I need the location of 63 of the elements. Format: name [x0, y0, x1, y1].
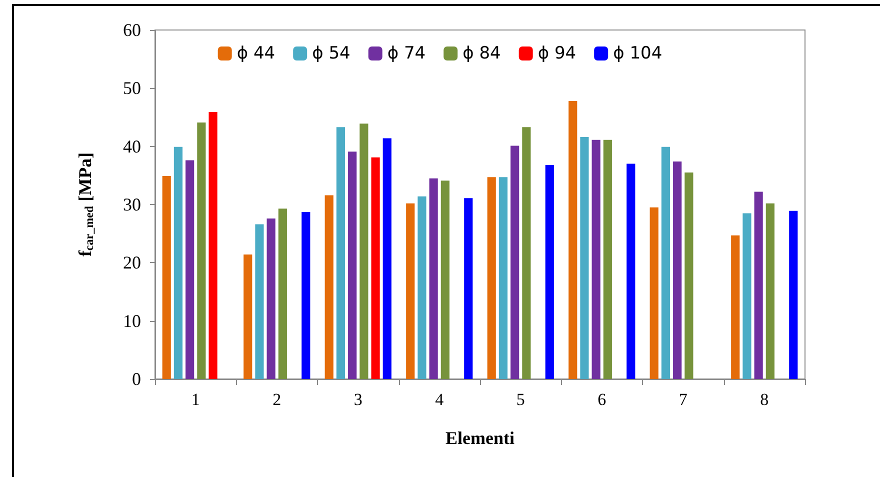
- bar: [766, 203, 774, 379]
- y-tick-label: 0: [132, 369, 141, 389]
- legend-label: ϕ 84: [462, 44, 501, 64]
- bar: [197, 122, 206, 379]
- y-axis-title: fcar_med [MPa]: [75, 152, 96, 257]
- x-tick-label: 3: [354, 390, 362, 409]
- bar: [754, 192, 763, 379]
- y-tick-label: 30: [123, 194, 141, 214]
- legend-label: ϕ 104: [613, 44, 662, 64]
- bar: [522, 127, 531, 379]
- x-tick-label: 4: [435, 390, 444, 409]
- x-tick-label: 8: [760, 390, 769, 409]
- bar: [742, 213, 752, 379]
- x-tick-label: 1: [191, 390, 200, 409]
- bar: [382, 138, 392, 379]
- bar: [731, 235, 740, 379]
- bar: [186, 160, 194, 379]
- x-axis-title: Elementi: [446, 428, 514, 448]
- legend-label: ϕ 74: [387, 44, 426, 64]
- bar: [592, 140, 600, 379]
- legend-label: ϕ 44: [236, 44, 276, 64]
- bar: [244, 254, 252, 379]
- bar: [580, 137, 589, 379]
- bar: [348, 152, 357, 379]
- bar: [440, 180, 450, 379]
- bar: [464, 198, 473, 379]
- y-tick-label: 50: [123, 78, 141, 98]
- bar: [789, 210, 798, 379]
- bar: [684, 172, 694, 379]
- bar: [545, 164, 554, 379]
- bar: [498, 177, 508, 379]
- bar: [371, 157, 380, 379]
- bar: [302, 212, 310, 379]
- bar: [673, 161, 682, 379]
- x-tick-label: 6: [598, 390, 606, 409]
- bar: [324, 195, 334, 379]
- x-tick-label: 2: [272, 390, 282, 409]
- bar: [650, 207, 658, 379]
- bar: [406, 203, 415, 379]
- bar: [626, 164, 636, 379]
- bar: [162, 176, 171, 379]
- bar: [661, 146, 670, 379]
- bar: [510, 146, 520, 379]
- bar: [255, 224, 264, 379]
- bar: [174, 146, 183, 379]
- x-tick-label: 7: [678, 390, 688, 409]
- y-tick-label: 60: [123, 20, 141, 40]
- bar: [266, 218, 276, 379]
- bar: [336, 127, 346, 379]
- y-tick-label: 40: [123, 136, 141, 156]
- bar: [603, 140, 612, 379]
- bar: [429, 178, 438, 379]
- bar: [487, 177, 496, 379]
- legend-label: ϕ 94: [538, 44, 576, 64]
- y-tick-label: 20: [123, 252, 141, 273]
- bar: [418, 196, 426, 379]
- bar: [360, 124, 368, 379]
- legend-label: ϕ 54: [312, 44, 350, 64]
- x-tick-label: 5: [516, 390, 525, 409]
- bar: [208, 112, 218, 379]
- bar: [278, 208, 287, 379]
- bar: [568, 100, 578, 379]
- y-tick-label: 10: [123, 310, 141, 331]
